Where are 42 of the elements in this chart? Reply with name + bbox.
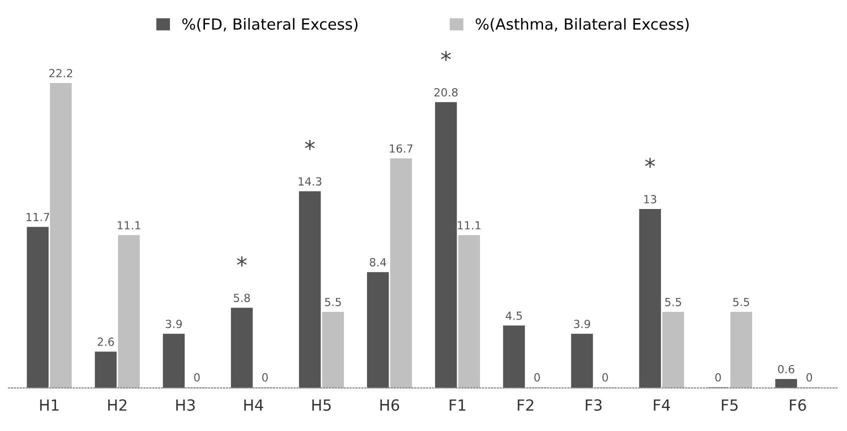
data-label: 0.6 <box>778 364 794 374</box>
data-label: 11.7 <box>26 212 50 222</box>
data-label: 14.3 <box>298 177 322 186</box>
data-label: 5.5 <box>325 298 341 306</box>
data-label: 2.6 <box>98 338 114 346</box>
data-label: 5.5 <box>733 298 750 306</box>
annotation: * <box>441 50 451 61</box>
annotation: * <box>236 256 247 267</box>
x-tick-label: H6 <box>380 399 400 411</box>
x-tick-label: H2 <box>108 399 126 411</box>
data-label: 5.5 <box>665 298 682 306</box>
x-tick-label: F6 <box>790 399 806 411</box>
x-tick-label: F5 <box>722 399 738 411</box>
x-tick-label: F3 <box>586 399 602 411</box>
data-label: 3.9 <box>166 320 182 328</box>
data-label: 13 <box>644 195 656 204</box>
data-label: 16.7 <box>390 144 412 153</box>
data-label: 11.1 <box>458 221 480 230</box>
data-label: 11.1 <box>118 221 140 230</box>
x-tick-label: H3 <box>176 399 195 411</box>
data-label: 8.4 <box>370 258 386 266</box>
x-tick-label: F2 <box>518 399 534 411</box>
data-label: 0 <box>602 373 608 382</box>
annotation: * <box>304 140 315 150</box>
data-label: 22.2 <box>49 68 72 78</box>
annotation: * <box>645 158 655 168</box>
x-tick-label: H4 <box>244 399 264 411</box>
data-label: 0 <box>194 373 200 382</box>
data-label: 20.8 <box>434 88 458 97</box>
data-label: 0 <box>262 373 268 382</box>
data-label: 5.8 <box>234 294 250 302</box>
data-label: 0 <box>534 373 540 382</box>
data-label: 4.5 <box>506 312 522 320</box>
data-label: 3.9 <box>574 320 590 328</box>
legend-label: %(FD, Bilateral Excess) <box>182 18 358 32</box>
data-label: 0 <box>806 373 812 382</box>
x-tick-label: H1 <box>40 399 58 411</box>
data-label: 0 <box>715 373 721 382</box>
x-tick-label: H5 <box>312 399 331 411</box>
x-tick-label: F4 <box>654 399 670 411</box>
x-tick-label: F1 <box>450 399 466 411</box>
legend-label: %(Asthma, Bilateral Excess) <box>476 18 689 32</box>
